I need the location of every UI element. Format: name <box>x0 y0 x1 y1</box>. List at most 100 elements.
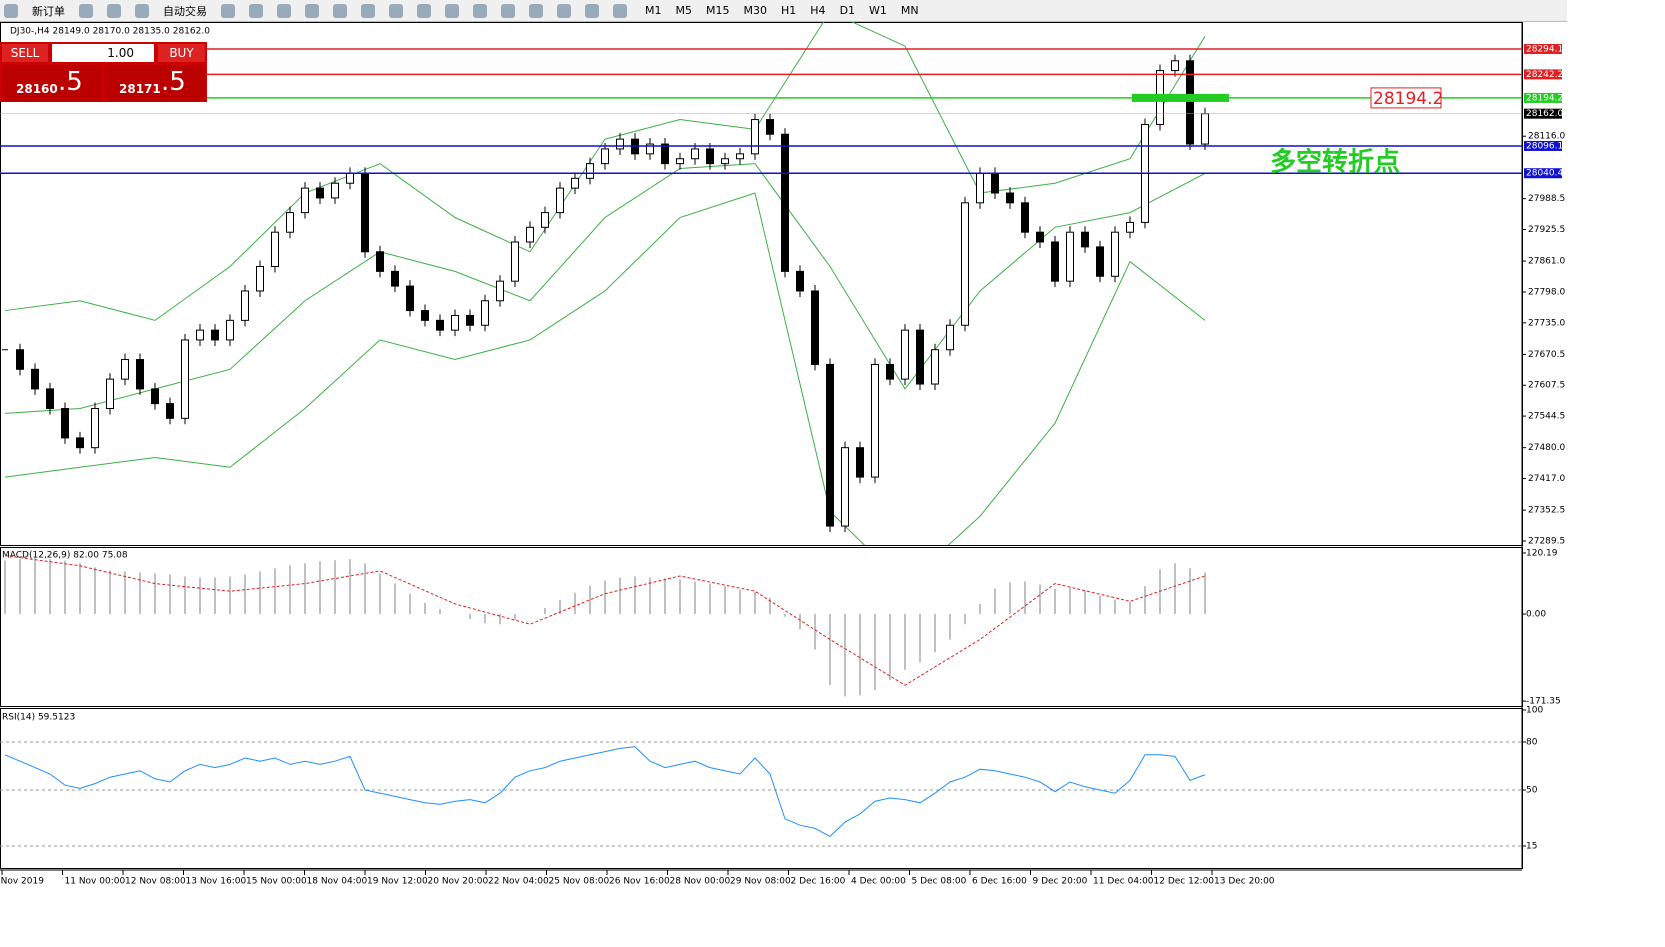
rsi-line <box>4 746 1206 838</box>
buy-button[interactable]: BUY <box>158 44 205 62</box>
macd-bar <box>394 583 396 615</box>
candle <box>856 447 864 478</box>
candle <box>976 172 984 204</box>
current-price-tag <box>1524 108 1562 119</box>
candle <box>931 349 939 385</box>
macd-bar <box>694 581 696 615</box>
ask-tail: .5 <box>161 67 186 97</box>
candle <box>286 212 294 233</box>
ask-box[interactable]: 28171.5 <box>105 65 205 101</box>
x-tick-label: 9 Dec 20:00 <box>1033 877 1088 887</box>
candle <box>496 280 504 302</box>
candle <box>601 148 609 165</box>
candle <box>961 202 969 326</box>
level-label: 28040.4 <box>1526 169 1563 179</box>
trade-panel: SELL 1.00 BUY 28160.5 28171.5 <box>0 42 207 102</box>
macd-bar <box>1129 601 1131 615</box>
macd-bar <box>1099 595 1101 615</box>
timeframe[interactable]: H1 <box>781 4 797 17</box>
macd-bar <box>844 614 846 697</box>
candle <box>1066 231 1074 282</box>
candle <box>46 388 54 410</box>
macd-bar <box>814 614 816 650</box>
timeframe[interactable]: M30 <box>743 4 768 17</box>
level-tag <box>1524 69 1562 80</box>
macd-bar <box>244 574 246 615</box>
x-tick-label: 2 Dec 16:00 <box>791 877 846 887</box>
timeframe[interactable]: M1 <box>645 4 662 17</box>
macd-bar <box>979 603 981 615</box>
y-tick-label: 0.00 <box>1526 610 1546 620</box>
y-tick-label: 27417.0 <box>1528 474 1565 484</box>
lot-input[interactable]: 1.00 <box>52 44 154 62</box>
candle <box>241 290 249 321</box>
candle <box>616 138 624 150</box>
macd-bar <box>1069 587 1071 615</box>
x-tick-label: 11 Dec 04:00 <box>1093 877 1154 887</box>
sell-button[interactable]: SELL <box>2 44 48 62</box>
main-plot <box>2 22 1209 545</box>
candle <box>766 119 774 135</box>
x-tick-label: 22 Nov 04:00 <box>488 877 549 887</box>
macd-bar <box>1054 588 1056 615</box>
macd-bar <box>4 560 6 615</box>
macd-bar <box>739 589 741 615</box>
x-tick-label: 28 Nov 00:00 <box>670 877 731 887</box>
macd-bar <box>709 583 711 615</box>
bid-box[interactable]: 28160.5 <box>2 65 102 101</box>
candle <box>166 403 174 419</box>
x-tick-label: 13 Nov 16:00 <box>186 877 247 887</box>
macd-bar <box>604 580 606 615</box>
x-tick-label: 11 Nov 00:00 <box>65 877 126 887</box>
x-tick-label: 15 Nov 00:00 <box>246 877 307 887</box>
candle <box>271 231 279 267</box>
x-tick-label: 13 Dec 20:00 <box>1214 877 1275 887</box>
candle <box>346 172 354 184</box>
macd-bar <box>409 593 411 615</box>
candle <box>121 359 129 380</box>
timeframe[interactable]: M15 <box>706 4 730 17</box>
candle <box>331 182 339 199</box>
candle <box>796 270 804 292</box>
y-tick-label: 27861.0 <box>1528 257 1565 267</box>
level-label: 28242.2 <box>1526 70 1563 80</box>
bollinger-band <box>4 163 1206 414</box>
candle <box>91 408 99 449</box>
timeframe[interactable]: MN <box>900 4 919 17</box>
candle <box>1036 231 1044 243</box>
candle <box>136 359 144 390</box>
macd-bar <box>559 599 561 615</box>
timeframe[interactable]: M5 <box>675 4 693 17</box>
candle <box>391 270 399 287</box>
macd-bar <box>169 574 171 615</box>
candle <box>586 163 594 179</box>
macd-bar <box>544 607 546 615</box>
y-tick-label: 27670.5 <box>1528 350 1565 360</box>
candle <box>571 177 579 189</box>
y-tick-label: 27798.0 <box>1528 287 1565 297</box>
candle <box>181 339 189 419</box>
macd-bar <box>889 614 891 681</box>
timeframe[interactable]: D1 <box>839 4 856 17</box>
new-order[interactable]: 新订单 <box>32 4 65 18</box>
auto-trading[interactable]: 自动交易 <box>163 4 207 18</box>
level-label: 28194.2 <box>1526 93 1563 103</box>
macd-bar <box>319 561 321 615</box>
timeframe[interactable]: H4 <box>810 4 826 17</box>
y-tick-label: 15 <box>1526 842 1537 852</box>
macd-bar <box>1174 563 1176 615</box>
x-tick-label: 12 Nov 08:00 <box>125 877 186 887</box>
x-tick-label: 5 Dec 08:00 <box>912 877 967 887</box>
x-tick-label: 18 Nov 04:00 <box>307 877 368 887</box>
macd-bar <box>109 570 111 615</box>
macd-bar <box>619 577 621 615</box>
annotation-box <box>1370 87 1442 109</box>
macd-bar <box>904 614 906 670</box>
candle <box>1096 246 1104 277</box>
annotation-price: 28194.2 <box>1373 89 1443 109</box>
timeframe[interactable]: W1 <box>869 4 887 17</box>
bollinger-band <box>4 192 1206 545</box>
y-tick-label: 50 <box>1526 786 1538 796</box>
candle <box>406 285 414 312</box>
candle <box>436 319 444 331</box>
